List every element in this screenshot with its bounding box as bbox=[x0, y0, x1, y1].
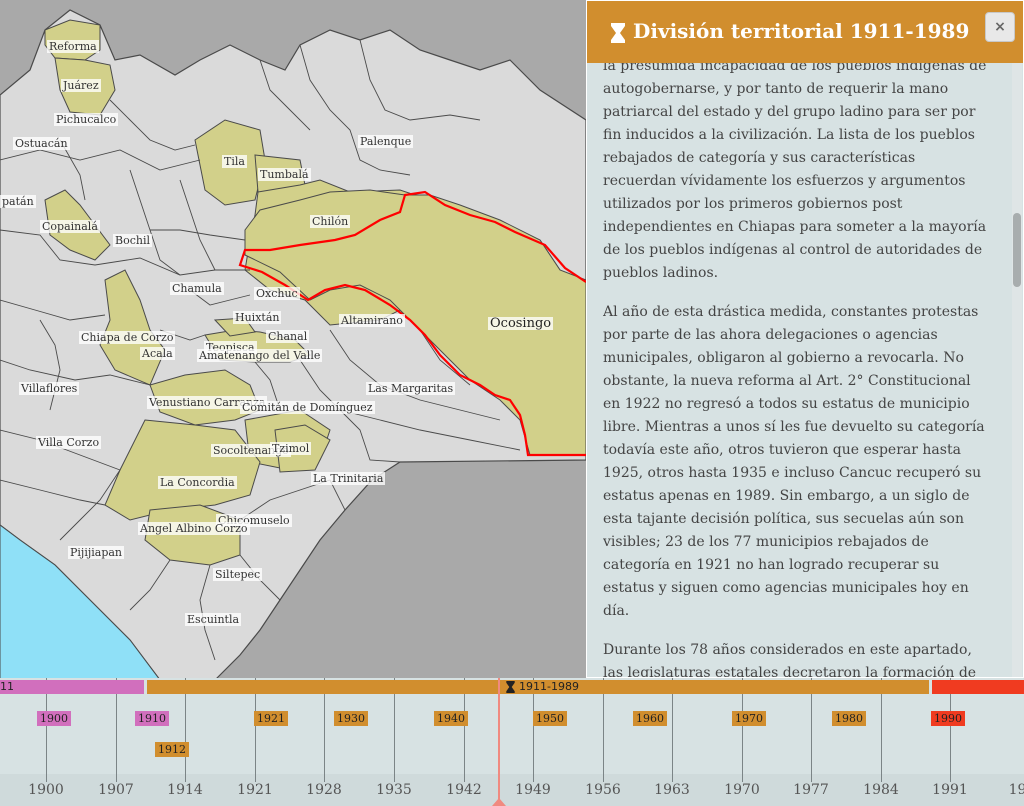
place-label-las-margaritas: Las Margaritas bbox=[366, 382, 456, 395]
tick-label: 199 bbox=[1008, 782, 1024, 798]
hourglass-icon bbox=[611, 23, 625, 43]
period-label-1911-1989: 1911-1989 bbox=[519, 680, 579, 693]
tick-line bbox=[185, 678, 186, 782]
tick-line bbox=[533, 678, 534, 782]
timeline-cursor[interactable] bbox=[498, 678, 500, 806]
tick-label: 1914 bbox=[167, 782, 203, 798]
scrollbar-track[interactable] bbox=[1012, 63, 1022, 677]
tick-line bbox=[742, 678, 743, 782]
tick-line bbox=[672, 678, 673, 782]
panel-title: División territorial 1911-1989 bbox=[633, 19, 970, 43]
place-label-la-concordia: La Concordia bbox=[158, 476, 237, 489]
event-1990[interactable]: 1990 bbox=[931, 711, 965, 726]
event-1970[interactable]: 1970 bbox=[732, 711, 766, 726]
tick-line bbox=[950, 678, 951, 782]
place-label-venustiano-carranza: Venustiano Carranza bbox=[147, 396, 268, 409]
territorial-map[interactable]: Reforma Juárez Pichucalco Ostuacán patán… bbox=[0, 0, 1024, 681]
tick-line bbox=[881, 678, 882, 782]
tick-label: 1900 bbox=[28, 782, 64, 798]
event-1900[interactable]: 1900 bbox=[37, 711, 71, 726]
tick-line bbox=[394, 678, 395, 782]
tick-label: 1963 bbox=[654, 782, 690, 798]
place-label-escuintla: Escuintla bbox=[185, 613, 242, 626]
tick-label: 1991 bbox=[932, 782, 968, 798]
timeline[interactable]: 11 1911-1989 1900 1910 1912 1921 1930 19… bbox=[0, 678, 1024, 806]
tick-label: 1977 bbox=[793, 782, 829, 798]
place-label-comitan-de-dominguez: Comitán de Domínguez bbox=[240, 401, 375, 414]
place-label-ocosingo: Ocosingo bbox=[488, 316, 554, 331]
place-label-villaflores: Villaflores bbox=[19, 382, 80, 395]
tick-label: 1970 bbox=[724, 782, 760, 798]
event-1921[interactable]: 1921 bbox=[254, 711, 288, 726]
place-label-chilon: Chilón bbox=[310, 215, 351, 228]
place-label-pichucalco: Pichucalco bbox=[54, 113, 119, 126]
place-label-villa-corzo: Villa Corzo bbox=[36, 436, 102, 449]
tick-line bbox=[811, 678, 812, 782]
panel-paragraph: la presumida incapacidad de los pueblos … bbox=[603, 58, 987, 281]
place-label-altamirano: Altamirano bbox=[339, 314, 405, 327]
event-1950[interactable]: 1950 bbox=[533, 711, 567, 726]
hourglass-icon bbox=[506, 681, 515, 693]
period-label-previous: 11 bbox=[0, 680, 14, 693]
cursor-triangle-icon[interactable] bbox=[492, 798, 506, 806]
place-label-tumbala: Tumbalá bbox=[258, 168, 311, 181]
tick-line bbox=[603, 678, 604, 782]
place-label-amatenango-del-valle: Amatenango del Valle bbox=[197, 349, 323, 362]
scrollbar-thumb[interactable] bbox=[1013, 213, 1021, 287]
tick-label: 1907 bbox=[98, 782, 134, 798]
place-label-reforma: Reforma bbox=[47, 40, 99, 53]
place-label-siltepec: Siltepec bbox=[213, 568, 263, 581]
tick-label: 1949 bbox=[515, 782, 551, 798]
place-label-tila: Tila bbox=[222, 155, 247, 168]
tick-label: 1956 bbox=[585, 782, 621, 798]
event-1930[interactable]: 1930 bbox=[334, 711, 368, 726]
place-label-tzimol: Tzimol bbox=[270, 442, 312, 455]
event-1940[interactable]: 1940 bbox=[434, 711, 468, 726]
place-label-ostuacan: Ostuacán bbox=[13, 137, 70, 150]
tick-label: 1942 bbox=[446, 782, 482, 798]
event-1910[interactable]: 1910 bbox=[135, 711, 169, 726]
tick-label: 1935 bbox=[376, 782, 412, 798]
place-label-bochil: Bochil bbox=[113, 234, 152, 247]
tick-line bbox=[116, 678, 117, 782]
municipal-borders bbox=[0, 39, 521, 661]
tick-line bbox=[255, 678, 256, 782]
period-bar-previous[interactable] bbox=[0, 680, 144, 694]
tick-line bbox=[464, 678, 465, 782]
panel-text[interactable]: la presumida incapacidad de los pueblos … bbox=[603, 55, 991, 677]
tick-line bbox=[46, 678, 47, 782]
tick-label: 1928 bbox=[306, 782, 342, 798]
place-label-palenque: Palenque bbox=[358, 135, 414, 148]
tick-line bbox=[324, 678, 325, 782]
place-label-chamula: Chamula bbox=[170, 282, 224, 295]
panel-paragraph: Al año de esta drástica medida, constant… bbox=[603, 304, 985, 619]
event-1912[interactable]: 1912 bbox=[155, 742, 189, 757]
place-label-copainala: Copainalá bbox=[40, 220, 100, 233]
panel-paragraph: Durante los 78 años considerados en este… bbox=[603, 642, 977, 677]
event-1980[interactable]: 1980 bbox=[832, 711, 866, 726]
place-label-la-trinitaria: La Trinitaria bbox=[311, 472, 386, 485]
place-label-pijijiapan: Pijijiapan bbox=[68, 546, 125, 559]
place-label-chanal: Chanal bbox=[266, 330, 310, 343]
ocosingo-selected-outline bbox=[238, 190, 587, 457]
place-label-patan: patán bbox=[0, 195, 36, 208]
close-button[interactable]: × bbox=[985, 12, 1015, 42]
tick-label: 1984 bbox=[863, 782, 899, 798]
event-1960[interactable]: 1960 bbox=[633, 711, 667, 726]
timeline-axis bbox=[0, 774, 1024, 806]
place-label-juarez: Juárez bbox=[61, 79, 101, 92]
panel-header: División territorial 1911-1989 × bbox=[587, 1, 1023, 63]
place-label-acala: Acala bbox=[140, 347, 175, 360]
period-bar-next[interactable] bbox=[932, 680, 1024, 694]
period-bar-1911-1989[interactable] bbox=[147, 680, 929, 694]
place-label-huixtan: Huixtán bbox=[233, 311, 282, 324]
place-label-angel-albino-corzo: Angel Albino Corzo bbox=[138, 522, 250, 535]
info-panel[interactable]: la presumida incapacidad de los pueblos … bbox=[586, 0, 1024, 678]
tick-label: 1921 bbox=[237, 782, 273, 798]
place-label-oxchuc: Oxchuc bbox=[254, 287, 300, 300]
place-label-chiapa-de-corzo: Chiapa de Corzo bbox=[79, 331, 176, 344]
